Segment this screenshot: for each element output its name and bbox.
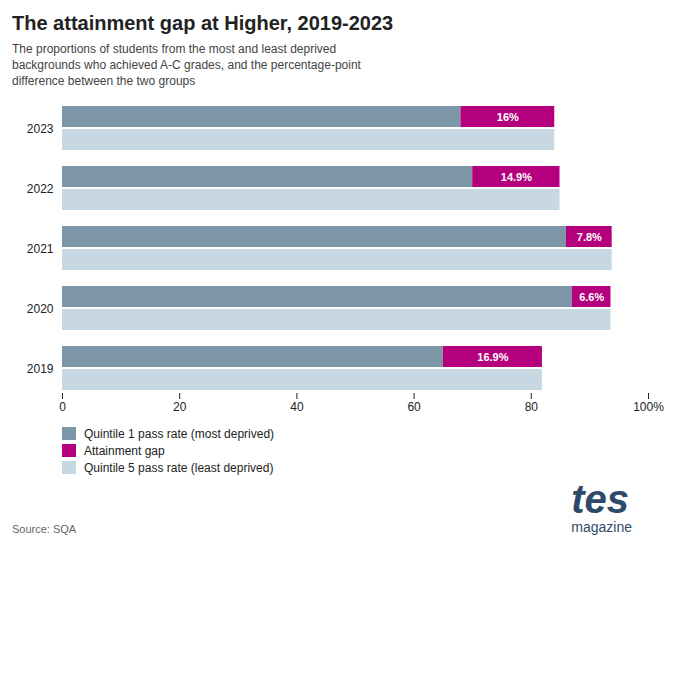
html-text:The attainment gap at Higher,: The attainment gap at Higher, 2019-2023 <box>12 12 394 34</box>
svg-text:80: 80 <box>525 400 539 414</box>
html-text:tes: tes <box>571 476 630 521</box>
svg-text:20: 20 <box>173 400 187 414</box>
html-text:magazine: magazine <box>571 518 632 535</box>
svg-text:0: 0 <box>59 400 66 414</box>
html-text:Attainment gap: Attainment gap <box>84 443 165 458</box>
svg-text:60: 60 <box>407 400 421 414</box>
svg-text:14.9%: 14.9% <box>501 170 532 182</box>
svg-text:2023: 2023 <box>27 121 54 135</box>
svg-text:40: 40 <box>290 400 304 414</box>
svg-text:6.6%: 6.6% <box>579 290 604 302</box>
html-text:The proportions of students fr: The proportions of students from the mos… <box>12 42 361 89</box>
svg-text:100%: 100% <box>633 400 664 414</box>
svg-text:2019: 2019 <box>27 361 54 375</box>
svg-text:2022: 2022 <box>27 181 54 195</box>
svg-text:7.8%: 7.8% <box>577 230 602 242</box>
svg-text:2021: 2021 <box>27 241 54 255</box>
svg-text:16%: 16% <box>497 110 519 122</box>
svg-text:2020: 2020 <box>27 301 54 315</box>
html-text:Quintile 1 pass rate (most dep: Quintile 1 pass rate (most deprived) <box>84 426 275 441</box>
svg-text:16.9%: 16.9% <box>477 350 508 362</box>
html-text:Quintile 5 pass rate (least de: Quintile 5 pass rate (least deprived) <box>84 460 274 475</box>
html-text:Source: SQA: Source: SQA <box>12 522 77 535</box>
